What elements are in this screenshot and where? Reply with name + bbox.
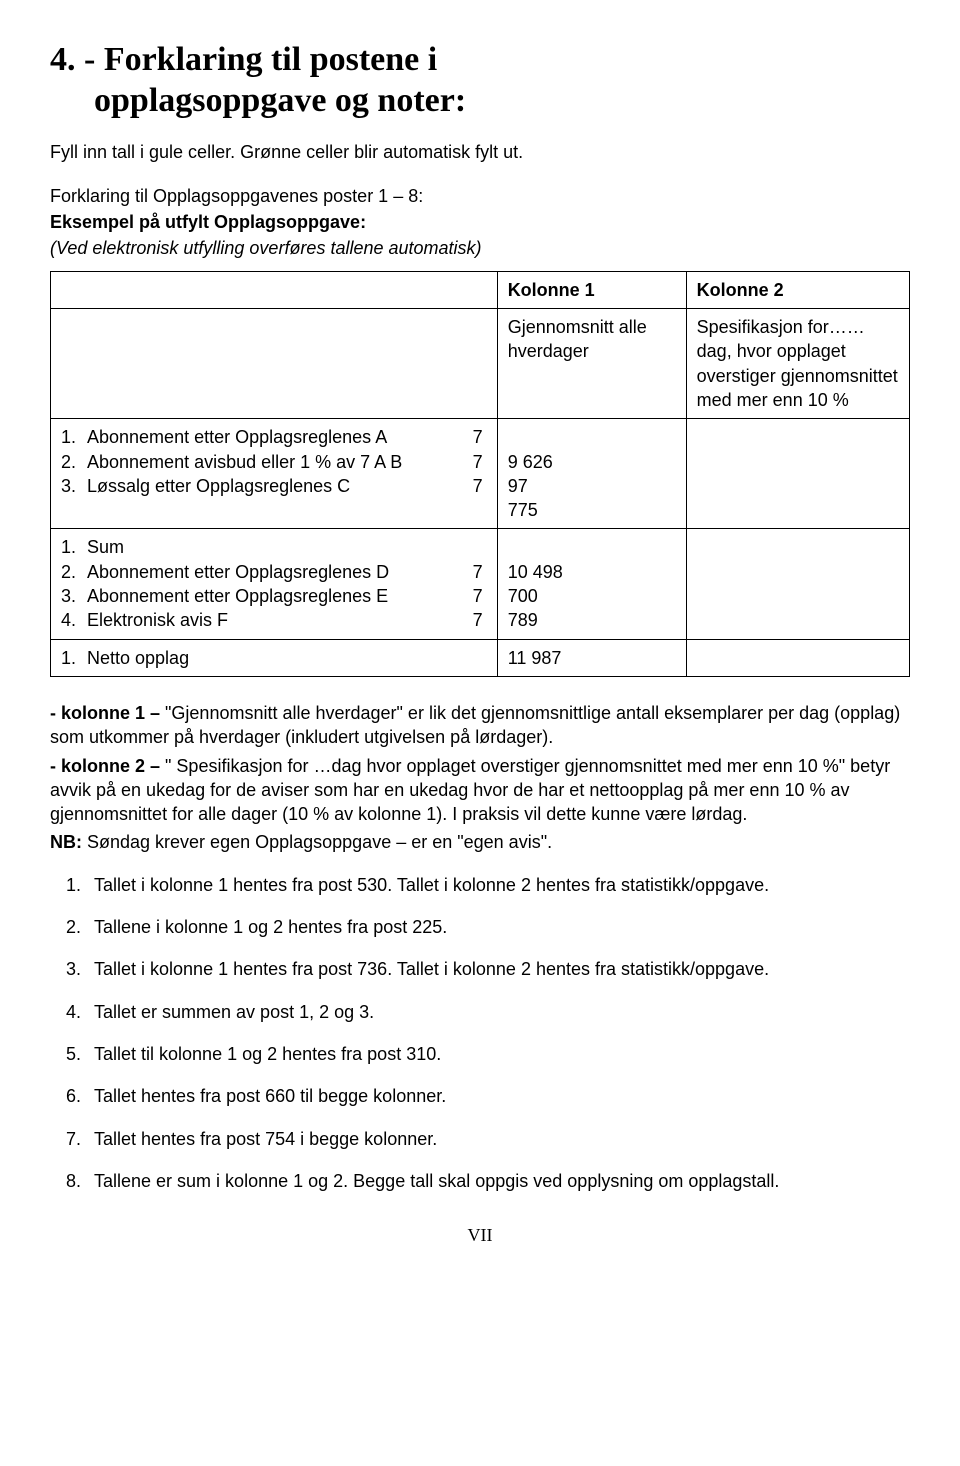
para-k2: - kolonne 2 – " Spesifikasjon for …dag h… (50, 754, 910, 827)
gb-r3-num: 3. (61, 584, 87, 608)
netto-num: 1. (61, 646, 87, 670)
netto-spec (686, 639, 909, 676)
col1-subheader: Gjennomsnitt alle hverdager (497, 309, 686, 419)
col2-header: Kolonne 2 (686, 271, 909, 308)
group-a-values: 9 626 97 775 (497, 419, 686, 529)
heading-line-2: opplagsoppgave og noter: (50, 81, 910, 122)
ga-r2-seven: 7 (467, 450, 487, 474)
ga-r1-text: Abonnement etter Opplagsreglenes A (87, 425, 467, 449)
numbered-list: Tallet i kolonne 1 hentes fra post 530. … (50, 873, 910, 1193)
gb-r2-num: 2. (61, 560, 87, 584)
gb-r4-num: 4. (61, 608, 87, 632)
group-a-spec (686, 419, 909, 529)
heading-line-1: 4. - Forklaring til postene i (50, 41, 437, 78)
table-header-row: Kolonne 1 Kolonne 2 (51, 271, 910, 308)
para-k2-lead: - kolonne 2 – (50, 756, 160, 776)
subheading-3: (Ved elektronisk utfylling overføres tal… (50, 236, 910, 260)
para-nb-rest: Søndag krever egen Opplagsoppgave – er e… (82, 832, 552, 852)
gb-r1-num: 1. (61, 535, 87, 559)
gb-r2-text: Abonnement etter Opplagsreglenes D (87, 560, 467, 584)
ga-v2: 97 (508, 474, 676, 498)
list-item: Tallet i kolonne 1 hentes fra post 530. … (86, 873, 910, 897)
netto-row: 1.Netto opplag 11 987 (51, 639, 910, 676)
intro-text: Fyll inn tall i gule celler. Grønne cell… (50, 140, 910, 164)
col2-subheader: Spesifikasjon for……dag, hvor opplaget ov… (686, 309, 909, 419)
gb-v1: 10 498 (508, 560, 676, 584)
gb-r3-text: Abonnement etter Opplagsreglenes E (87, 584, 467, 608)
netto-label: Netto opplag (87, 646, 487, 670)
ga-r3-text: Løssalg etter Opplagsreglenes C (87, 474, 467, 498)
ga-v3: 775 (508, 498, 676, 522)
group-b-spec (686, 529, 909, 639)
gb-r4-text: Elektronisk avis F (87, 608, 467, 632)
group-b-values: 10 498 700 789 (497, 529, 686, 639)
para-k1-lead: - kolonne 1 – (50, 703, 160, 723)
group-a-row: 1.Abonnement etter Opplagsreglenes A7 2.… (51, 419, 910, 529)
list-item: Tallene er sum i kolonne 1 og 2. Begge t… (86, 1169, 910, 1193)
list-item: Tallet hentes fra post 660 til begge kol… (86, 1084, 910, 1108)
opplag-table: Kolonne 1 Kolonne 2 Gjennomsnitt alle hv… (50, 271, 910, 677)
gb-v2: 700 (508, 584, 676, 608)
para-nb: NB: Søndag krever egen Opplagsoppgave – … (50, 830, 910, 854)
ga-v1: 9 626 (508, 450, 676, 474)
para-k1-rest: "Gjennomsnitt alle hverdager" er lik det… (50, 703, 900, 747)
netto-label-cell: 1.Netto opplag (51, 639, 498, 676)
explanation-block: - kolonne 1 – "Gjennomsnitt alle hverdag… (50, 701, 910, 855)
ga-r3-num: 3. (61, 474, 87, 498)
ga-r2-num: 2. (61, 450, 87, 474)
table-subheader-row: Gjennomsnitt alle hverdager Spesifikasjo… (51, 309, 910, 419)
para-k2-rest: " Spesifikasjon for …dag hvor opplaget o… (50, 756, 890, 825)
ga-r1-seven: 7 (467, 425, 487, 449)
gb-r1-text: Sum (87, 535, 467, 559)
ga-r2-text: Abonnement avisbud eller 1 % av 7 A B (87, 450, 467, 474)
list-item: Tallene i kolonne 1 og 2 hentes fra post… (86, 915, 910, 939)
header-blank (51, 271, 498, 308)
list-item: Tallet er summen av post 1, 2 og 3. (86, 1000, 910, 1024)
group-b-row: 1.Sum 2.Abonnement etter Opplagsreglenes… (51, 529, 910, 639)
gb-v3: 789 (508, 608, 676, 632)
gb-r4-seven: 7 (467, 608, 487, 632)
list-item: Tallet i kolonne 1 hentes fra post 736. … (86, 957, 910, 981)
page-heading: 4. - Forklaring til postene i opplagsopp… (50, 40, 910, 122)
list-item: Tallet til kolonne 1 og 2 hentes fra pos… (86, 1042, 910, 1066)
para-nb-lead: NB: (50, 832, 82, 852)
gb-r2-seven: 7 (467, 560, 487, 584)
subheading-1: Forklaring til Opplagsoppgavenes poster … (50, 184, 910, 208)
subheader-blank (51, 309, 498, 419)
gb-r1-seven (467, 535, 487, 559)
list-item: Tallet hentes fra post 754 i begge kolon… (86, 1127, 910, 1151)
group-a-labels: 1.Abonnement etter Opplagsreglenes A7 2.… (51, 419, 498, 529)
page-number: VII (50, 1223, 910, 1247)
subheading-2: Eksempel på utfylt Opplagsoppgave: (50, 210, 910, 234)
ga-r3-seven: 7 (467, 474, 487, 498)
gb-r3-seven: 7 (467, 584, 487, 608)
para-k1: - kolonne 1 – "Gjennomsnitt alle hverdag… (50, 701, 910, 750)
col1-header: Kolonne 1 (497, 271, 686, 308)
group-b-labels: 1.Sum 2.Abonnement etter Opplagsreglenes… (51, 529, 498, 639)
ga-r1-num: 1. (61, 425, 87, 449)
netto-value: 11 987 (497, 639, 686, 676)
